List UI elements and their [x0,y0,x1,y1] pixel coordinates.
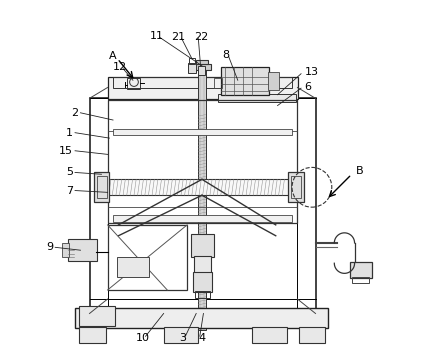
Text: A: A [109,51,117,61]
Text: 4: 4 [198,333,205,343]
Bar [193,272,213,292]
Bar [108,100,297,223]
Text: 7: 7 [66,185,73,196]
Bar [89,98,315,314]
Text: 15: 15 [59,146,73,156]
Bar [117,257,149,277]
Bar [62,243,69,257]
Bar [94,172,109,203]
Text: 21: 21 [171,32,186,42]
Bar [68,239,97,261]
Bar [350,262,372,278]
Text: 6: 6 [305,82,312,92]
Text: 8: 8 [222,50,229,60]
Bar [108,77,298,99]
Bar [214,78,222,88]
Text: B: B [356,166,364,176]
Bar [198,69,206,330]
Bar [352,277,369,284]
Bar [195,291,210,298]
Bar [252,327,287,343]
Bar [97,179,301,195]
Text: 2: 2 [71,108,79,118]
Bar [193,64,211,70]
Text: 13: 13 [305,66,319,77]
Text: 11: 11 [149,31,163,41]
Text: 12: 12 [113,61,127,72]
Text: 3: 3 [180,333,187,343]
Bar [189,58,195,64]
Bar [268,72,279,90]
Text: 22: 22 [194,32,208,42]
Text: 5: 5 [66,167,73,178]
Bar [79,306,115,326]
Bar [194,256,211,274]
Bar [188,63,196,73]
Bar [288,172,303,203]
Bar [291,176,301,198]
Bar [196,60,208,64]
Text: 10: 10 [136,333,150,343]
Bar [113,129,292,135]
Bar [218,94,295,102]
Text: 9: 9 [46,242,53,252]
Bar [113,216,292,222]
Bar [79,327,106,343]
Bar [113,77,292,88]
Text: 1: 1 [66,128,73,138]
Bar [191,234,214,257]
Bar [299,327,325,343]
Bar [128,78,140,89]
Bar [97,176,107,198]
Bar [75,308,328,328]
Bar [198,66,205,75]
Bar [222,66,268,95]
Bar [108,225,187,290]
Bar [163,327,198,343]
